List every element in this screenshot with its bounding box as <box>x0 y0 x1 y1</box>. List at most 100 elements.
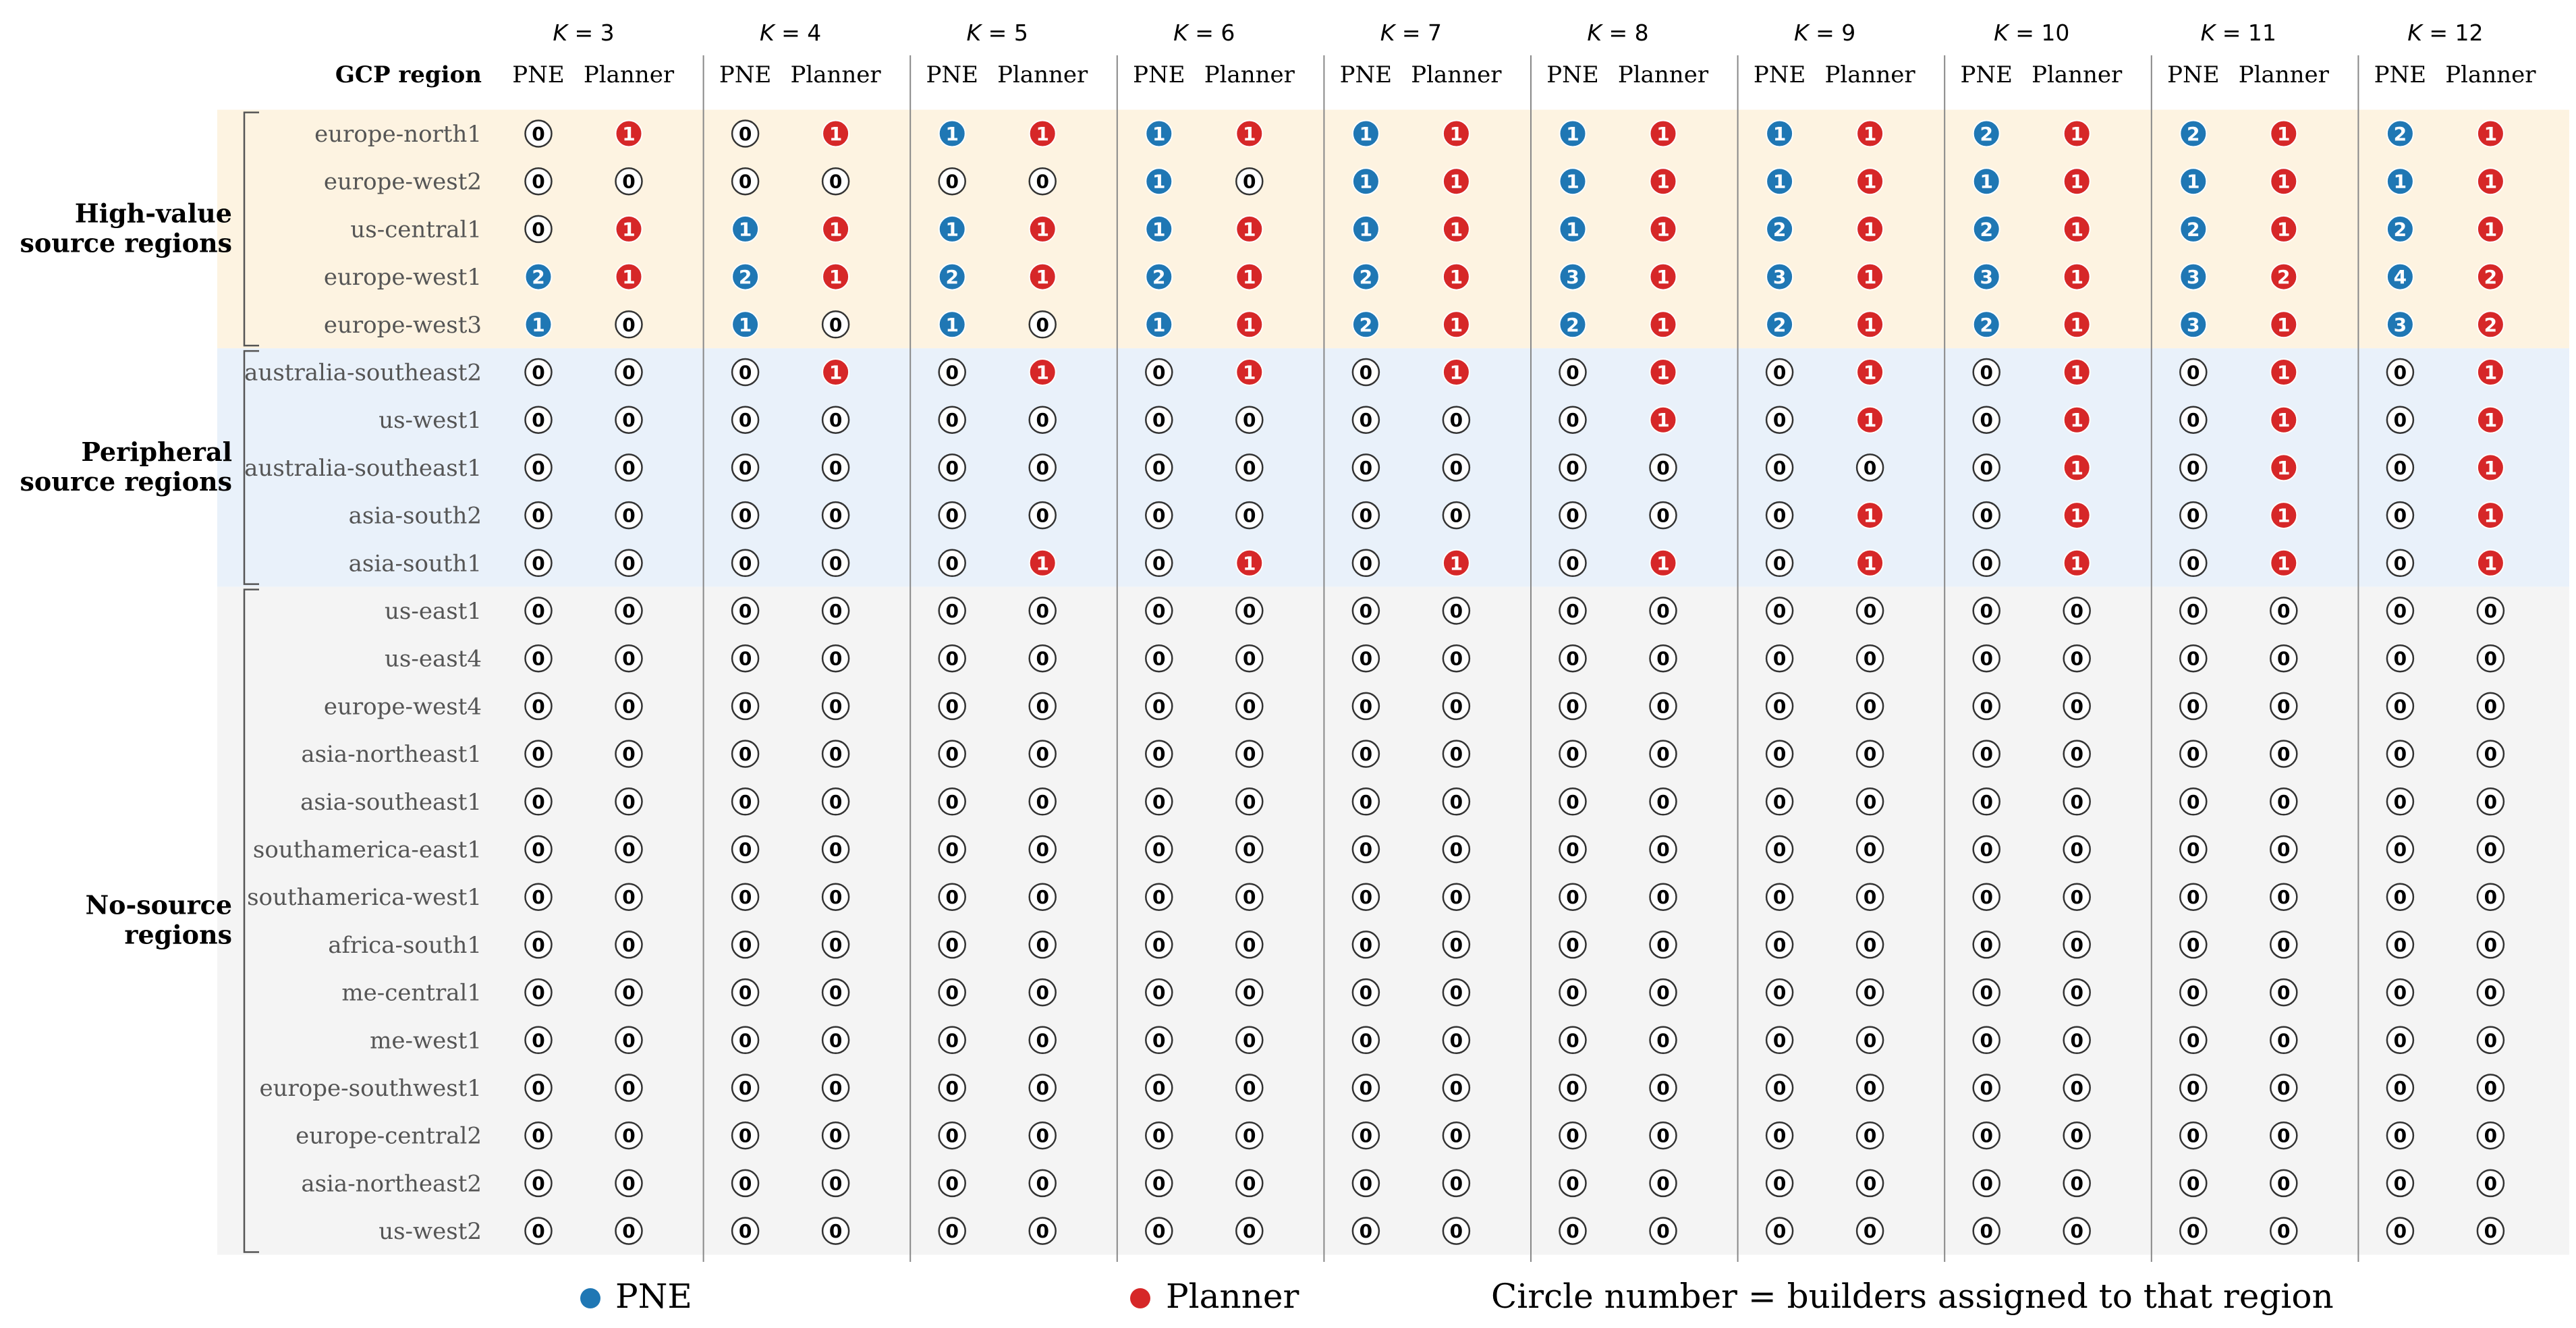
cell-pne-marker <box>1559 501 1587 530</box>
cell-pne-inner <box>735 362 756 383</box>
cell-pne-marker <box>2179 406 2208 434</box>
cell-planner-value: 1 <box>2484 409 2497 431</box>
cell-pne: 0 <box>524 1026 553 1055</box>
cell-pne-value: 0 <box>2187 791 2200 813</box>
cell-planner-inner <box>1446 982 1467 1003</box>
method-header: PNE <box>926 61 978 88</box>
cell-pne-value: 0 <box>1773 457 1786 479</box>
cell-planner: 0 <box>615 835 643 864</box>
cell-planner-inner <box>2273 601 2294 621</box>
cell-pne-value: 0 <box>1773 934 1786 956</box>
cell-pne-inner <box>942 982 963 1003</box>
cell-pne: 0 <box>524 549 553 578</box>
cell-pne-marker <box>2386 931 2415 959</box>
cell-planner-marker <box>1855 1026 1884 1055</box>
cell-planner: 0 <box>2270 1074 2298 1102</box>
cell-pne: 0 <box>524 883 553 911</box>
cell-pne-value: 2 <box>1360 314 1372 336</box>
cell-pne: 1 <box>1145 310 1173 339</box>
cell-planner-marker <box>615 119 643 148</box>
cell-planner-marker <box>615 310 643 339</box>
legend-label-planner: Planner <box>1166 1277 1299 1316</box>
cell-planner-inner <box>619 1221 639 1242</box>
cell-planner: 0 <box>615 167 643 196</box>
cell-pne-inner <box>942 1173 963 1194</box>
cell-pne-marker <box>1972 1121 2000 1150</box>
cell-planner-marker <box>821 1169 850 1198</box>
cell-planner-inner <box>1239 696 1260 717</box>
cell-pne-inner <box>2390 839 2411 860</box>
cell-pne-value: 0 <box>1360 791 1372 813</box>
cell-pne: 0 <box>1559 692 1587 721</box>
cell-pne: 0 <box>524 978 553 1007</box>
cell-pne-value: 0 <box>532 982 544 1004</box>
cell-pne-marker <box>2386 835 2415 864</box>
cell-planner: 0 <box>2270 1169 2298 1198</box>
cell-planner-marker <box>822 215 850 243</box>
cell-pne: 0 <box>2386 1074 2415 1102</box>
cell-planner: 0 <box>1028 740 1057 768</box>
cell-pne: 0 <box>1972 787 2000 816</box>
cell-pne-inner <box>1563 457 1583 478</box>
cell-planner-marker <box>1442 931 1471 959</box>
cell-planner: 0 <box>1442 501 1471 530</box>
cell-planner-value: 0 <box>1450 457 1463 479</box>
cell-pne: 0 <box>938 453 966 482</box>
cell-pne: 0 <box>2386 597 2415 625</box>
cell-planner-value: 0 <box>2484 1077 2497 1099</box>
cell-pne-value: 0 <box>532 123 544 145</box>
cell-pne-marker <box>1972 453 2000 482</box>
cell-planner-value: 0 <box>1450 934 1463 956</box>
cell-pne-marker <box>524 1121 553 1150</box>
k-header: K = 8 <box>1587 20 1648 46</box>
cell-planner-inner <box>619 982 639 1003</box>
cell-pne-marker <box>524 1074 553 1102</box>
cell-planner-inner <box>825 1078 846 1098</box>
cell-planner-value: 0 <box>2070 886 2083 908</box>
cell-pne: 0 <box>1145 406 1173 434</box>
cell-pne-marker <box>1765 1217 1794 1245</box>
cell-pne-marker <box>1351 740 1380 768</box>
cell-planner-value: 0 <box>1036 314 1048 336</box>
cell-planner-value: 0 <box>1656 648 1669 670</box>
cell-planner-value: 1 <box>2484 457 2497 479</box>
cell-planner-marker <box>1235 1169 1264 1198</box>
cell-pne-value: 0 <box>945 409 958 431</box>
cell-pne-value: 0 <box>945 934 958 956</box>
cell-planner-inner <box>1653 791 1673 812</box>
cell-planner-inner <box>2273 887 2294 908</box>
cell-planner: 0 <box>2270 644 2298 673</box>
cell-planner-marker <box>2063 883 2091 911</box>
cell-pne: 0 <box>731 740 760 768</box>
cell-planner: 1 <box>2270 501 2298 530</box>
cell-planner-value: 0 <box>1243 505 1256 527</box>
cell-planner-value: 1 <box>2484 171 2497 193</box>
cell-planner: 0 <box>615 597 643 625</box>
cell-pne-value: 0 <box>532 1125 544 1147</box>
cell-pne-marker <box>1972 931 2000 959</box>
cell-pne-value: 0 <box>1566 886 1579 908</box>
cell-planner: 0 <box>1235 978 1264 1007</box>
cell-planner-marker <box>1442 740 1471 768</box>
cell-pne: 0 <box>1145 883 1173 911</box>
cell-planner-inner <box>1859 934 1880 955</box>
cell-planner: 1 <box>2270 119 2298 148</box>
cell-pne: 2 <box>1972 215 2000 243</box>
cell-pne-value: 0 <box>532 171 544 193</box>
cell-planner: 1 <box>2063 453 2091 482</box>
cell-planner-marker <box>1856 406 1884 434</box>
cell-pne: 0 <box>1559 787 1587 816</box>
cell-pne-marker <box>1351 978 1380 1007</box>
cell-pne-marker <box>938 1121 966 1150</box>
cell-pne-inner <box>2183 601 2204 621</box>
cell-planner-value: 1 <box>1656 314 1669 336</box>
cell-planner: 1 <box>1856 167 1884 196</box>
cell-pne-value: 0 <box>1566 552 1579 574</box>
cell-planner-value: 0 <box>622 457 635 479</box>
cell-pne: 0 <box>2179 358 2208 387</box>
cell-planner-value: 1 <box>1864 314 1876 336</box>
cell-planner-marker <box>2063 1217 2091 1245</box>
cell-pne-inner <box>1148 696 1169 717</box>
cell-planner: 0 <box>821 1026 850 1055</box>
